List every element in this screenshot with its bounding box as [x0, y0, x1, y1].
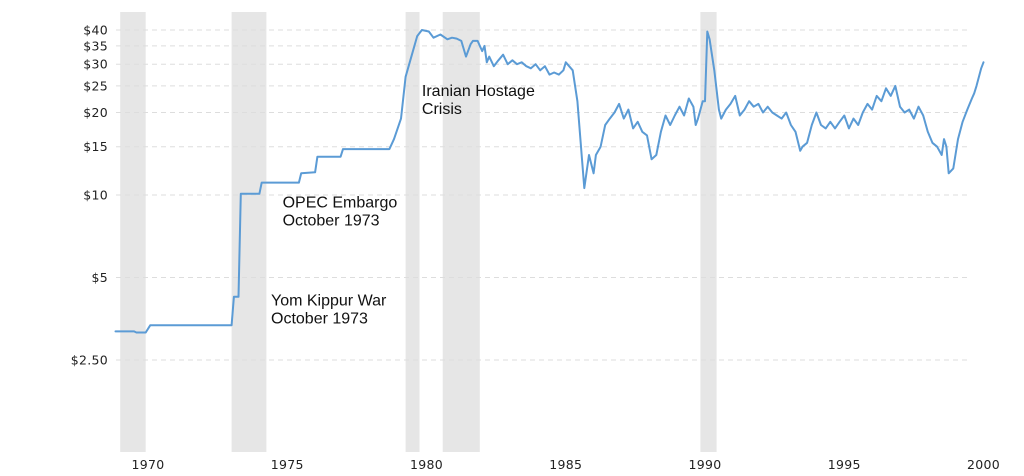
x-tick-label: 1990: [688, 457, 721, 472]
shaded-period-4: [442, 12, 480, 452]
y-tick-label: $25: [83, 78, 108, 93]
shaded-period-3: [405, 12, 420, 452]
y-tick-label: $30: [83, 57, 108, 72]
price-series: [114, 29, 985, 334]
x-tick-label: 1985: [549, 457, 582, 472]
y-tick-label: $40: [83, 23, 108, 38]
y-tick-label: $10: [83, 188, 108, 203]
y-tick-label: $20: [83, 105, 108, 120]
annotation-line: Yom Kippur War: [271, 293, 387, 310]
shaded-periods: [120, 12, 717, 452]
x-axis-tick-labels: 1970 1975 1980 1985 1990 1995 2000: [131, 457, 1000, 472]
gridlines: [116, 29, 968, 361]
y-tick-label: $5: [91, 270, 108, 285]
annotation-3: Iranian Hostage Crisis: [422, 83, 535, 118]
annotation-line: OPEC Embargo: [283, 195, 398, 212]
x-tick-label: 2000: [967, 457, 1000, 472]
shaded-period-2: [231, 12, 267, 452]
annotation-2: OPEC Embargo October 1973: [283, 195, 398, 230]
x-tick-label: 1995: [828, 457, 861, 472]
annotation-line: Iranian Hostage: [422, 83, 535, 100]
x-tick-label: 1980: [410, 457, 443, 472]
y-tick-label: $35: [83, 38, 108, 53]
shaded-period-5: [700, 12, 717, 452]
shaded-period-1: [120, 12, 146, 452]
annotation-line: October 1973: [283, 213, 380, 230]
y-axis-tick-labels: $2.50 $5 $10 $15 $20 $25 $30 $35$40: [71, 23, 108, 368]
x-tick-label: 1975: [271, 457, 304, 472]
y-tick-label: $15: [83, 139, 108, 154]
annotation-1: Yom Kippur War October 1973: [271, 293, 387, 328]
x-tick-label: 1970: [131, 457, 164, 472]
series-line-1: [114, 29, 985, 334]
annotation-line: October 1973: [271, 311, 368, 328]
y-tick-label: $2.50: [71, 353, 108, 368]
annotation-line: Crisis: [422, 101, 462, 118]
